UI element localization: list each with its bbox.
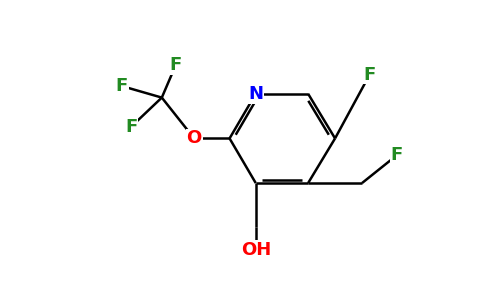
Text: N: N	[248, 85, 263, 103]
Text: F: F	[363, 65, 376, 83]
Text: F: F	[125, 118, 137, 136]
Text: OH: OH	[241, 241, 271, 259]
Text: F: F	[116, 77, 128, 95]
Text: O: O	[186, 129, 202, 147]
Text: F: F	[391, 146, 403, 164]
Text: F: F	[169, 56, 182, 74]
